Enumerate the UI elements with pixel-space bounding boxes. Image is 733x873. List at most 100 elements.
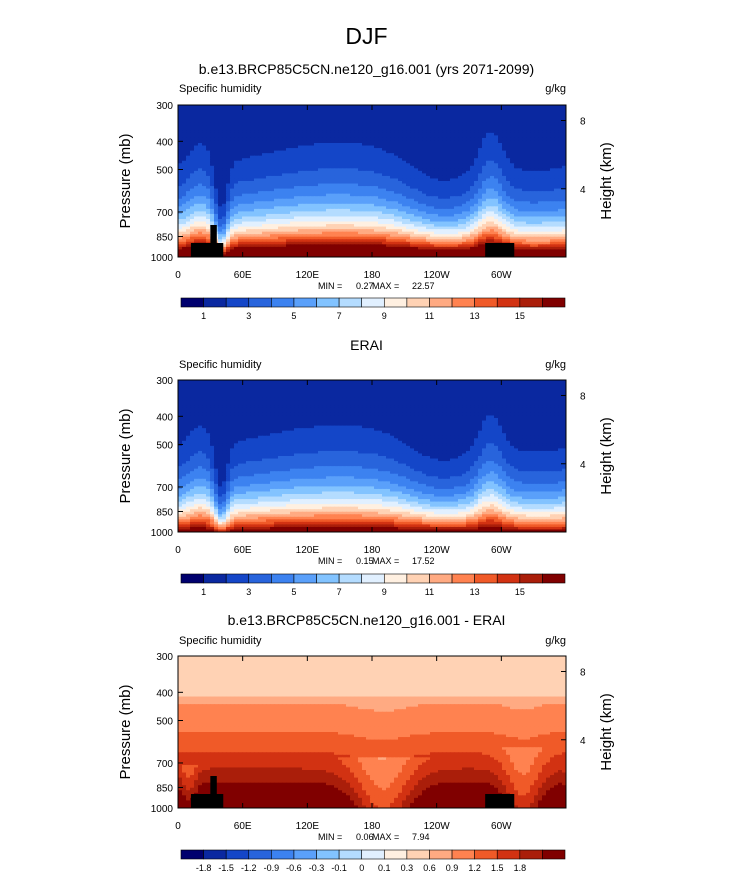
field-cell — [442, 181, 447, 185]
field-cell — [418, 143, 423, 147]
field-cell — [442, 125, 447, 129]
field-cell — [186, 226, 191, 230]
field-cell — [246, 216, 251, 220]
field-cell — [258, 107, 263, 111]
field-cell — [518, 130, 523, 134]
field-cell — [426, 229, 431, 233]
field-cell — [298, 173, 303, 177]
field-cell — [498, 231, 503, 235]
field-cell — [254, 125, 259, 129]
field-cell — [542, 130, 547, 134]
field-cell — [334, 130, 339, 134]
field-cell — [534, 226, 539, 230]
field-cell — [530, 175, 535, 180]
field-cell — [454, 170, 459, 174]
field-cell — [322, 160, 327, 164]
field-cell — [210, 186, 215, 190]
field-cell — [202, 234, 207, 238]
field-cell — [498, 127, 503, 131]
field-cell — [410, 201, 415, 205]
field-cell — [390, 201, 395, 205]
field-cell — [190, 137, 195, 142]
field-cell — [242, 216, 247, 220]
field-cell — [246, 110, 251, 114]
field-cell — [546, 130, 551, 134]
field-cell — [458, 175, 463, 180]
field-cell — [338, 211, 343, 215]
field-cell — [506, 221, 511, 225]
field-cell — [462, 173, 467, 177]
field-cell — [422, 135, 427, 139]
field-cell — [466, 163, 471, 167]
field-cell — [206, 196, 211, 200]
field-cell — [178, 221, 183, 225]
field-cell — [282, 211, 287, 215]
field-cell — [466, 211, 471, 215]
field-cell — [442, 122, 447, 126]
field-cell — [482, 148, 487, 152]
field-cell — [378, 196, 383, 200]
field-cell — [366, 130, 371, 134]
field-cell — [278, 201, 283, 205]
field-cell — [402, 206, 407, 210]
field-cell — [530, 145, 535, 149]
field-cell — [290, 188, 295, 192]
field-cell — [342, 206, 347, 210]
field-cell — [314, 186, 319, 190]
field-cell — [178, 181, 183, 185]
field-cell — [394, 181, 399, 185]
field-cell — [246, 221, 251, 225]
field-cell — [266, 143, 271, 147]
field-cell — [470, 155, 475, 159]
field-cell — [458, 160, 463, 164]
field-cell — [210, 201, 215, 205]
field-cell — [490, 127, 495, 131]
field-cell — [370, 125, 375, 129]
field-cell — [358, 224, 363, 228]
field-cell — [230, 226, 235, 230]
field-cell — [330, 178, 335, 182]
field-cell — [510, 229, 515, 233]
field-cell — [514, 163, 519, 167]
field-cell — [234, 135, 239, 139]
field-cell — [274, 178, 279, 182]
field-cell — [386, 122, 391, 126]
field-cell — [382, 148, 387, 152]
field-cell — [446, 110, 451, 114]
field-cell — [214, 148, 219, 152]
field-cell — [562, 198, 566, 202]
field-cell — [202, 178, 207, 182]
field-cell — [222, 125, 227, 129]
field-cell — [306, 112, 311, 116]
field-cell — [510, 120, 515, 124]
field-cell — [350, 122, 355, 126]
field-cell — [434, 201, 439, 205]
field-cell — [466, 107, 471, 111]
field-cell — [270, 163, 275, 167]
field-cell — [430, 173, 435, 177]
field-cell — [306, 196, 311, 200]
field-cell — [298, 117, 303, 121]
field-cell — [494, 115, 499, 119]
field-cell — [394, 219, 399, 223]
field-cell — [438, 165, 443, 169]
field-cell — [330, 105, 335, 109]
field-cell — [350, 219, 355, 223]
field-cell — [298, 112, 303, 116]
field-cell — [394, 173, 399, 177]
field-cell — [270, 219, 275, 223]
field-cell — [218, 148, 223, 152]
field-cell — [258, 175, 263, 180]
field-cell — [466, 224, 471, 228]
field-cell — [426, 137, 431, 142]
field-cell — [414, 231, 419, 235]
field-cell — [462, 186, 467, 190]
field-cell — [410, 198, 415, 202]
field-cell — [322, 216, 327, 220]
field-cell — [438, 137, 443, 142]
field-cell — [226, 231, 231, 235]
field-cell — [510, 198, 515, 202]
field-cell — [186, 145, 191, 149]
field-cell — [534, 122, 539, 126]
field-cell — [226, 137, 231, 142]
